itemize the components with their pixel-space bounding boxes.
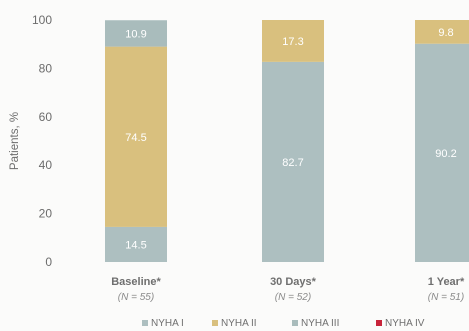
legend-swatch — [142, 320, 148, 326]
data-label: 82.7 — [282, 157, 303, 169]
category-label: Baseline* — [111, 276, 161, 288]
bar-segment — [262, 61, 324, 263]
category-n-label: (N = 55) — [118, 292, 154, 303]
legend-swatch — [212, 320, 218, 326]
bar-segment — [262, 20, 324, 62]
data-label: 90.2 — [435, 148, 456, 160]
y-tick-label: 100 — [32, 13, 52, 27]
data-label: 9.8 — [438, 27, 453, 39]
legend-label: NYHA II — [221, 318, 257, 329]
y-tick-label: 60 — [39, 110, 53, 124]
legend-label: NYHA III — [301, 318, 339, 329]
legend-label: NYHA I — [151, 318, 184, 329]
bars: 14.5 74.5 10.9 82.7 17.3 90.2 9.8 — [105, 20, 469, 263]
legend-swatch — [376, 320, 382, 326]
x-axis-labels: Baseline* (N = 55) 30 Days* (N = 52) 1 Year*… — [111, 276, 465, 303]
data-label: 17.3 — [282, 36, 303, 48]
y-axis: 0 20 40 60 80 100 — [32, 13, 52, 269]
data-label: 14.5 — [125, 239, 146, 251]
bar-segment — [415, 20, 469, 44]
bar-segment — [415, 43, 469, 262]
y-tick-label: 80 — [39, 61, 53, 75]
y-tick-label: 0 — [45, 255, 52, 269]
bar-segment — [105, 20, 167, 47]
bar-segment — [105, 226, 167, 262]
category-n-label: (N = 52) — [275, 292, 311, 303]
y-axis-label: Patients, % — [9, 112, 21, 170]
bar-segment — [105, 46, 167, 227]
y-tick-label: 20 — [39, 207, 53, 221]
y-tick-label: 40 — [39, 158, 53, 172]
category-label: 1 Year* — [428, 276, 465, 288]
legend-label: NYHA IV — [385, 318, 425, 329]
data-label: 74.5 — [125, 132, 146, 144]
data-label: 10.9 — [125, 28, 146, 40]
category-n-label: (N = 51) — [428, 292, 464, 303]
legend-swatch — [292, 320, 298, 326]
category-label: 30 Days* — [270, 276, 317, 288]
legend: NYHA I NYHA II NYHA III NYHA IV — [142, 318, 425, 329]
